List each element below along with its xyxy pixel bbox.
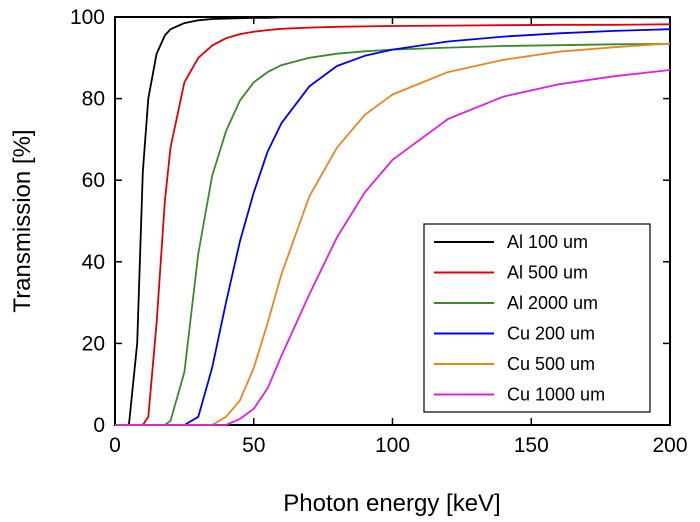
legend-label: Cu 500 um xyxy=(507,354,595,374)
y-tick-label: 40 xyxy=(82,251,105,274)
x-tick-label: 200 xyxy=(652,434,687,457)
y-tick-label: 60 xyxy=(82,169,105,192)
x-tick-label: 150 xyxy=(514,434,549,457)
legend-label: Al 2000 um xyxy=(507,293,598,313)
series-line-1 xyxy=(115,16,670,426)
axis-ticks: 0 50 100 150 200 0 20 40 60 80 100 xyxy=(70,6,688,457)
y-tick-label: 20 xyxy=(82,332,105,355)
legend-label: Cu 200 um xyxy=(507,324,595,344)
legend-box xyxy=(423,223,651,413)
legend-label: Al 100 um xyxy=(507,232,588,252)
series-line-6 xyxy=(115,69,671,426)
series-line-2 xyxy=(115,23,671,426)
x-tick-label: 0 xyxy=(109,434,121,457)
x-axis-title: Photon energy [keV] xyxy=(283,490,500,517)
y-tick-label: 100 xyxy=(70,6,105,29)
y-axis-title: Transmission [%] xyxy=(9,129,36,312)
y-tick-label: 0 xyxy=(93,414,105,437)
x-tick-label: 50 xyxy=(242,434,265,457)
legend-label: Cu 1000 um xyxy=(507,385,605,405)
x-tick-label: 100 xyxy=(375,434,410,457)
legend: Al 100 um Al 500 um Al 2000 um Cu 200 um Cu … xyxy=(423,223,651,413)
y-tick-label: 80 xyxy=(82,88,105,111)
series-layer xyxy=(115,16,671,426)
legend-label: Al 500 um xyxy=(507,263,588,283)
